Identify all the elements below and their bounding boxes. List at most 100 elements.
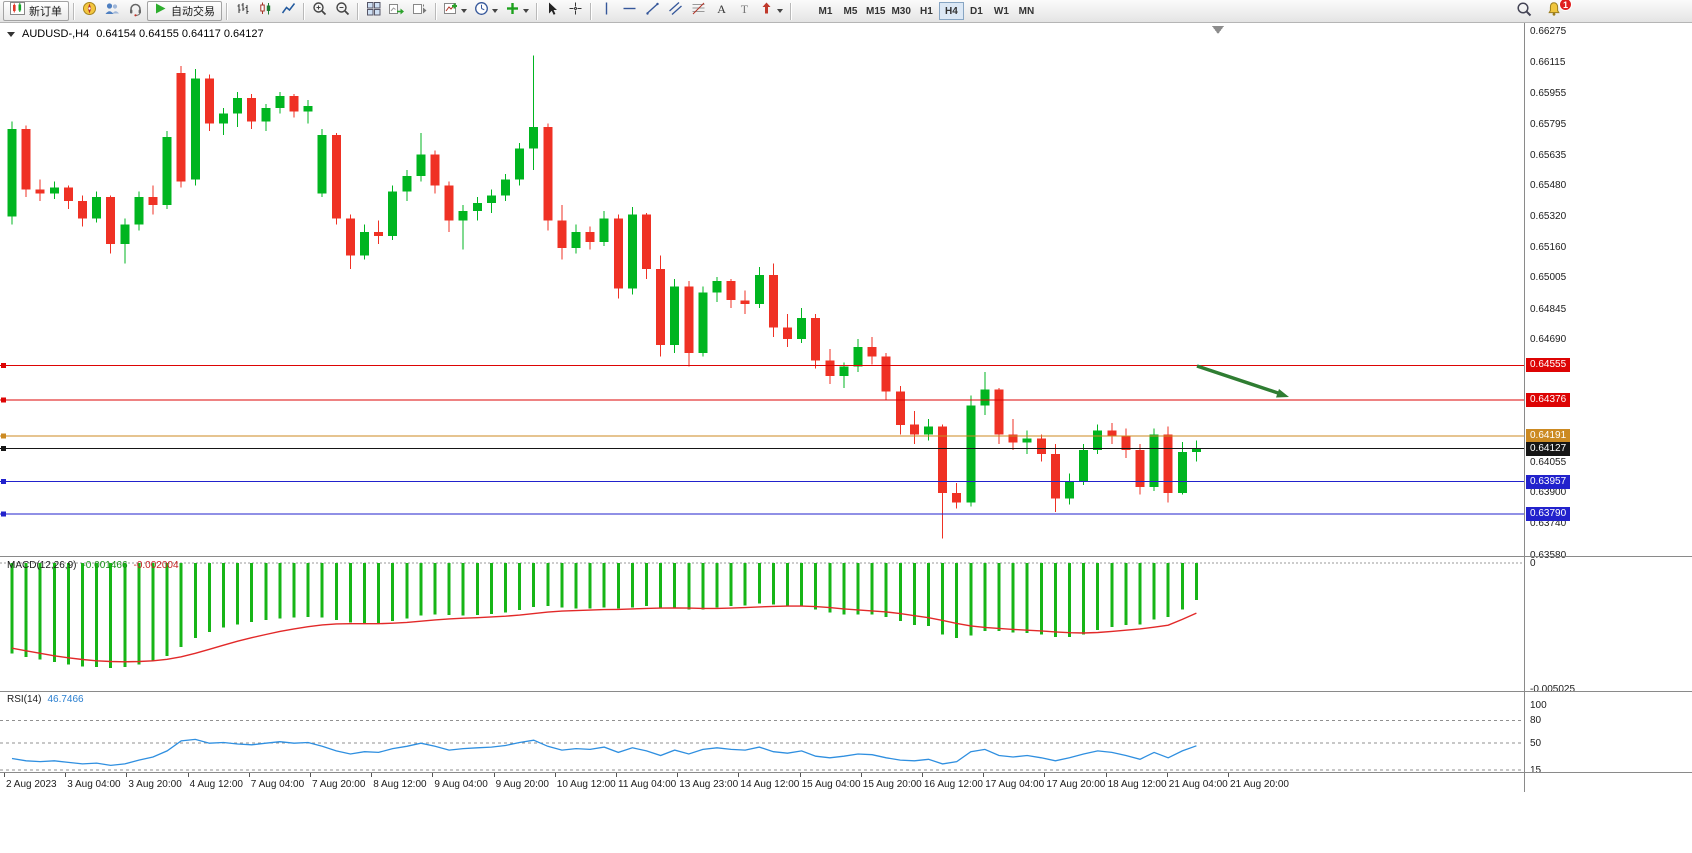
time-label: 3 Aug 20:00 <box>128 779 182 790</box>
tab-timeframe-h1[interactable]: H1 <box>920 5 933 17</box>
cursor-tool-button[interactable] <box>541 1 563 21</box>
svg-text:A: A <box>717 2 726 16</box>
notification-badge: 1 <box>1558 0 1572 11</box>
time-tick <box>126 773 128 777</box>
arrow-shape-icon <box>759 1 774 21</box>
price-tick-label: 0.65480 <box>1530 180 1567 192</box>
price-axis[interactable]: 0.66275 0.66115 0.65955 0.65795 0.65635 0.654… <box>1524 23 1692 792</box>
time-label: 3 Aug 04:00 <box>67 779 121 790</box>
new-chart-icon <box>443 1 458 21</box>
price-tick-label: 0.65160 <box>1530 242 1567 254</box>
tab-timeframe-m5[interactable]: M5 <box>843 5 858 17</box>
new-chart-dropdown[interactable] <box>440 1 470 21</box>
time-tick <box>1105 773 1107 777</box>
price-tick-label: 0.65320 <box>1530 211 1567 223</box>
zoom-in-button[interactable] <box>308 1 330 21</box>
price-chart-canvas[interactable] <box>0 23 1524 556</box>
toolbar-separator <box>357 2 358 20</box>
price-level-box: 0.64555 <box>1526 358 1571 373</box>
crosshair-tool-button[interactable] <box>564 1 586 21</box>
time-tick <box>187 773 189 777</box>
new-order-button[interactable]: 新订单 <box>3 1 69 21</box>
arrows-dropdown[interactable] <box>756 1 786 21</box>
search-button[interactable] <box>1513 1 1535 21</box>
tab-timeframe-d1[interactable]: D1 <box>970 5 983 17</box>
horizontal-line-tool-button[interactable] <box>618 1 640 21</box>
toolbar-separator <box>435 2 436 20</box>
period-dropdown[interactable] <box>471 1 501 21</box>
collapse-triangle-icon[interactable] <box>7 31 15 37</box>
rsi-axis-label: 100 <box>1530 699 1547 711</box>
rsi-axis-label: 15 <box>1530 764 1542 776</box>
tab-timeframe-mn[interactable]: MN <box>1018 5 1035 17</box>
trendline-tool-button[interactable] <box>641 1 663 21</box>
mql5-compass-button[interactable] <box>78 1 100 21</box>
chart-shift-button[interactable] <box>409 1 431 21</box>
support-button[interactable] <box>124 1 146 21</box>
indicators-dropdown[interactable] <box>502 1 532 21</box>
price-tick-label: 0.65955 <box>1530 87 1567 99</box>
price-tick-label: 0.65795 <box>1530 118 1567 130</box>
time-label: 8 Aug 12:00 <box>373 779 427 790</box>
time-tick <box>983 773 985 777</box>
macd-label: MACD(12,26,9) -0.001466 -0.002004 <box>7 560 179 571</box>
time-tick <box>4 773 5 777</box>
time-label: 15 Aug 04:00 <box>801 779 861 790</box>
time-axis[interactable]: 2 Aug 2023 3 Aug 04:00 3 Aug 20:00 4 Aug 12… <box>0 773 1524 799</box>
macd-panel-canvas[interactable] <box>0 557 1524 691</box>
new-order-label: 新订单 <box>29 6 62 18</box>
price-tick-label: 0.64055 <box>1530 457 1567 469</box>
toolbar-separator <box>226 2 227 20</box>
fibonacci-icon <box>691 1 706 21</box>
candlestick-chart-icon <box>258 1 273 21</box>
zoom-out-icon <box>335 1 350 21</box>
dropdown-caret-icon <box>777 9 783 13</box>
cursor-icon <box>545 1 560 21</box>
dropdown-caret-icon <box>523 9 529 13</box>
candlestick-mode-button[interactable] <box>254 1 276 21</box>
tile-windows-button[interactable] <box>362 1 384 21</box>
fibonacci-tool-button[interactable] <box>687 1 709 21</box>
macd-main-value: -0.001466 <box>82 560 128 571</box>
time-label: 18 Aug 12:00 <box>1107 779 1167 790</box>
auto-trading-button[interactable]: 自动交易 <box>147 1 222 21</box>
panel-separator[interactable] <box>0 691 1692 692</box>
tab-timeframe-m1[interactable]: M1 <box>818 5 833 17</box>
clock-icon <box>474 1 489 21</box>
time-tick <box>738 773 740 777</box>
rsi-panel-canvas[interactable] <box>0 692 1524 772</box>
text-icon: A <box>714 1 729 21</box>
tab-timeframe-w1[interactable]: W1 <box>993 5 1009 17</box>
auto-scroll-button[interactable] <box>385 1 408 21</box>
tab-timeframe-m30[interactable]: M30 <box>891 5 911 17</box>
tab-timeframe-h4[interactable]: H4 <box>938 2 964 20</box>
rsi-value: 46.7466 <box>47 694 84 705</box>
time-tick <box>65 773 67 777</box>
toolbar-right-group: 1 <box>1513 0 1572 21</box>
community-button[interactable] <box>101 1 123 21</box>
text-tool-button[interactable]: A <box>710 1 732 21</box>
zoom-out-button[interactable] <box>331 1 353 21</box>
time-tick <box>799 773 801 777</box>
channel-tool-button[interactable] <box>664 1 686 21</box>
rsi-axis-label: 80 <box>1530 714 1542 726</box>
headset-icon <box>128 1 143 22</box>
text-label-tool-button[interactable]: T <box>733 1 755 21</box>
vertical-line-tool-button[interactable] <box>595 1 617 21</box>
panel-separator[interactable] <box>0 556 1692 557</box>
svg-text:T: T <box>740 2 748 16</box>
zoom-in-icon <box>312 1 327 21</box>
line-chart-mode-button[interactable] <box>277 1 299 21</box>
tab-timeframe-m15[interactable]: M15 <box>866 5 886 17</box>
macd-signal-value: -0.002004 <box>133 560 179 571</box>
price-level-box: 0.63957 <box>1526 474 1571 489</box>
price-level-box: 0.64191 <box>1526 429 1571 444</box>
bar-chart-mode-button[interactable] <box>231 1 253 21</box>
price-tick-label: 0.63740 <box>1530 518 1567 530</box>
time-label: 17 Aug 04:00 <box>985 779 1045 790</box>
new-order-icon <box>10 1 25 21</box>
notifications-button[interactable]: 1 <box>1543 0 1572 21</box>
time-label: 13 Aug 23:00 <box>679 779 739 790</box>
chart-symbol-period: AUDUSD-,H4 <box>22 28 90 40</box>
time-label: 14 Aug 12:00 <box>740 779 800 790</box>
